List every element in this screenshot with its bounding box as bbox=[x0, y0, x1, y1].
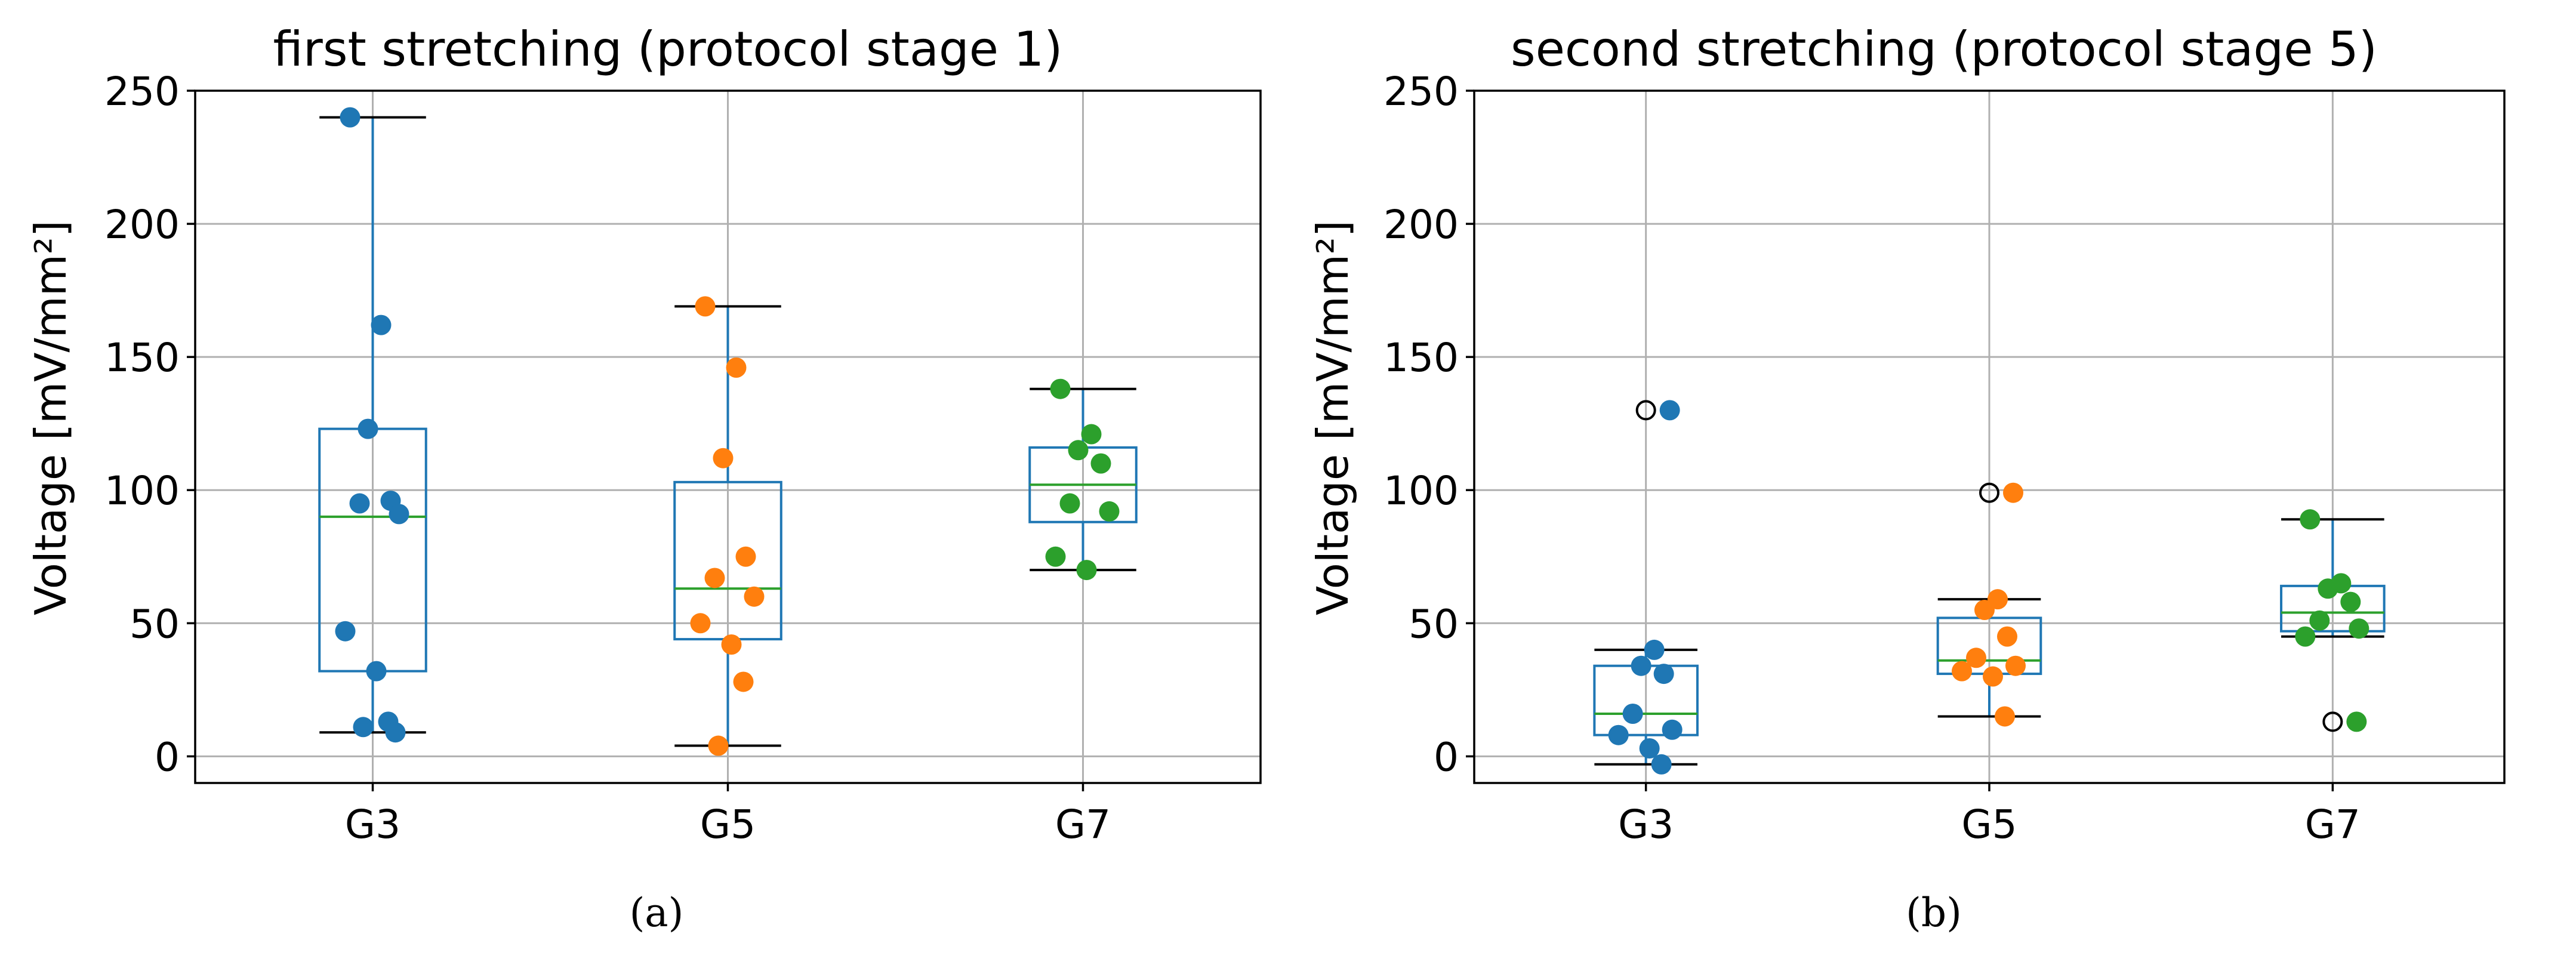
data-point bbox=[1662, 719, 1683, 740]
x-tick-label: G7 bbox=[2305, 801, 2361, 847]
data-point bbox=[1653, 664, 1674, 685]
panel-b: 0 50 100 150 200 250 G3 G5 G7 second stretching… bbox=[1308, 21, 2506, 936]
data-point bbox=[2340, 591, 2361, 612]
data-point bbox=[1081, 424, 1102, 445]
data-point bbox=[2349, 618, 2369, 639]
data-point bbox=[2309, 610, 2330, 631]
panel-a: 0 50 100 150 200 250 G3 G5 G7 first stretching … bbox=[26, 21, 1262, 936]
data-points bbox=[335, 107, 1120, 756]
data-point bbox=[1966, 648, 1986, 668]
data-point bbox=[735, 546, 756, 567]
data-point bbox=[358, 418, 378, 439]
y-tick-label: 0 bbox=[1434, 734, 1459, 780]
data-point bbox=[726, 357, 747, 378]
y-tick-label: 100 bbox=[104, 468, 180, 514]
data-point bbox=[733, 671, 754, 692]
data-point bbox=[708, 735, 729, 756]
data-point bbox=[1090, 453, 1111, 474]
data-point bbox=[340, 107, 360, 128]
y-tick-label: 50 bbox=[130, 601, 180, 647]
y-tick-label: 200 bbox=[1383, 202, 1459, 248]
y-tick-label: 250 bbox=[1383, 69, 1459, 115]
data-point bbox=[2318, 578, 2338, 599]
chart-title: first stretching (protocol stage 1) bbox=[273, 21, 1063, 77]
outlier-marker bbox=[2322, 711, 2343, 732]
y-tick-label: 100 bbox=[1383, 468, 1459, 514]
data-point bbox=[695, 296, 716, 317]
data-point bbox=[1068, 440, 1089, 461]
data-point bbox=[1045, 546, 1066, 567]
data-point bbox=[690, 613, 711, 634]
box-plots bbox=[318, 116, 1138, 747]
y-tick-label: 150 bbox=[104, 335, 180, 381]
data-point bbox=[1974, 600, 1995, 620]
x-tick-label: G5 bbox=[1961, 801, 2017, 847]
data-point bbox=[389, 504, 409, 525]
data-point bbox=[1639, 738, 1660, 759]
data-point bbox=[744, 586, 765, 607]
y-tick-label: 0 bbox=[155, 734, 180, 780]
data-point bbox=[1076, 560, 1097, 581]
data-point bbox=[721, 634, 742, 655]
data-point bbox=[1997, 626, 2017, 647]
data-point bbox=[1995, 706, 2015, 727]
data-point bbox=[371, 315, 392, 335]
x-ticks: G3 G5 G7 bbox=[345, 783, 1111, 847]
panel-caption: (b) bbox=[1906, 890, 1962, 936]
x-tick-label: G3 bbox=[1618, 801, 1674, 847]
data-point bbox=[353, 717, 374, 738]
data-point bbox=[385, 722, 406, 743]
y-ticks: 0 50 100 150 200 250 bbox=[104, 69, 195, 780]
data-point bbox=[1099, 501, 1120, 522]
data-point bbox=[1644, 639, 1665, 660]
panel-caption: (a) bbox=[630, 890, 684, 936]
y-tick-label: 200 bbox=[104, 202, 180, 248]
data-point bbox=[704, 568, 725, 588]
data-point bbox=[2003, 482, 2023, 503]
data-points bbox=[1608, 400, 2369, 775]
data-point bbox=[1050, 378, 1071, 399]
data-point bbox=[713, 448, 734, 468]
data-point bbox=[366, 661, 387, 682]
data-point bbox=[2005, 655, 2026, 676]
data-point bbox=[1622, 704, 1643, 724]
data-point bbox=[1983, 666, 2003, 687]
data-point bbox=[1659, 400, 1680, 421]
outlier-marker bbox=[1635, 400, 1656, 421]
y-tick-label: 250 bbox=[104, 69, 180, 115]
data-point bbox=[1608, 724, 1629, 745]
x-tick-label: G3 bbox=[345, 801, 400, 847]
data-point bbox=[2300, 509, 2321, 530]
data-point bbox=[1651, 754, 1672, 775]
chart-title: second stretching (protocol stage 5) bbox=[1511, 21, 2377, 77]
data-point bbox=[1059, 493, 1080, 514]
x-ticks: G3 G5 G7 bbox=[1618, 783, 2361, 847]
data-point bbox=[349, 493, 370, 514]
y-axis-label: Voltage [mV/mm²] bbox=[26, 220, 76, 615]
box-g3 bbox=[1593, 400, 1699, 766]
x-tick-label: G7 bbox=[1055, 801, 1111, 847]
data-point bbox=[335, 621, 356, 642]
data-point bbox=[1631, 655, 1651, 676]
y-tick-label: 50 bbox=[1409, 601, 1459, 647]
y-ticks: 0 50 100 150 200 250 bbox=[1383, 69, 1474, 780]
y-axis-label: Voltage [mV/mm²] bbox=[1308, 220, 1358, 615]
data-point bbox=[1952, 661, 1972, 682]
x-tick-label: G5 bbox=[700, 801, 756, 847]
data-point bbox=[2346, 711, 2367, 732]
outlier-marker bbox=[1979, 482, 1999, 503]
data-point bbox=[2295, 626, 2316, 647]
y-tick-label: 150 bbox=[1383, 335, 1459, 381]
